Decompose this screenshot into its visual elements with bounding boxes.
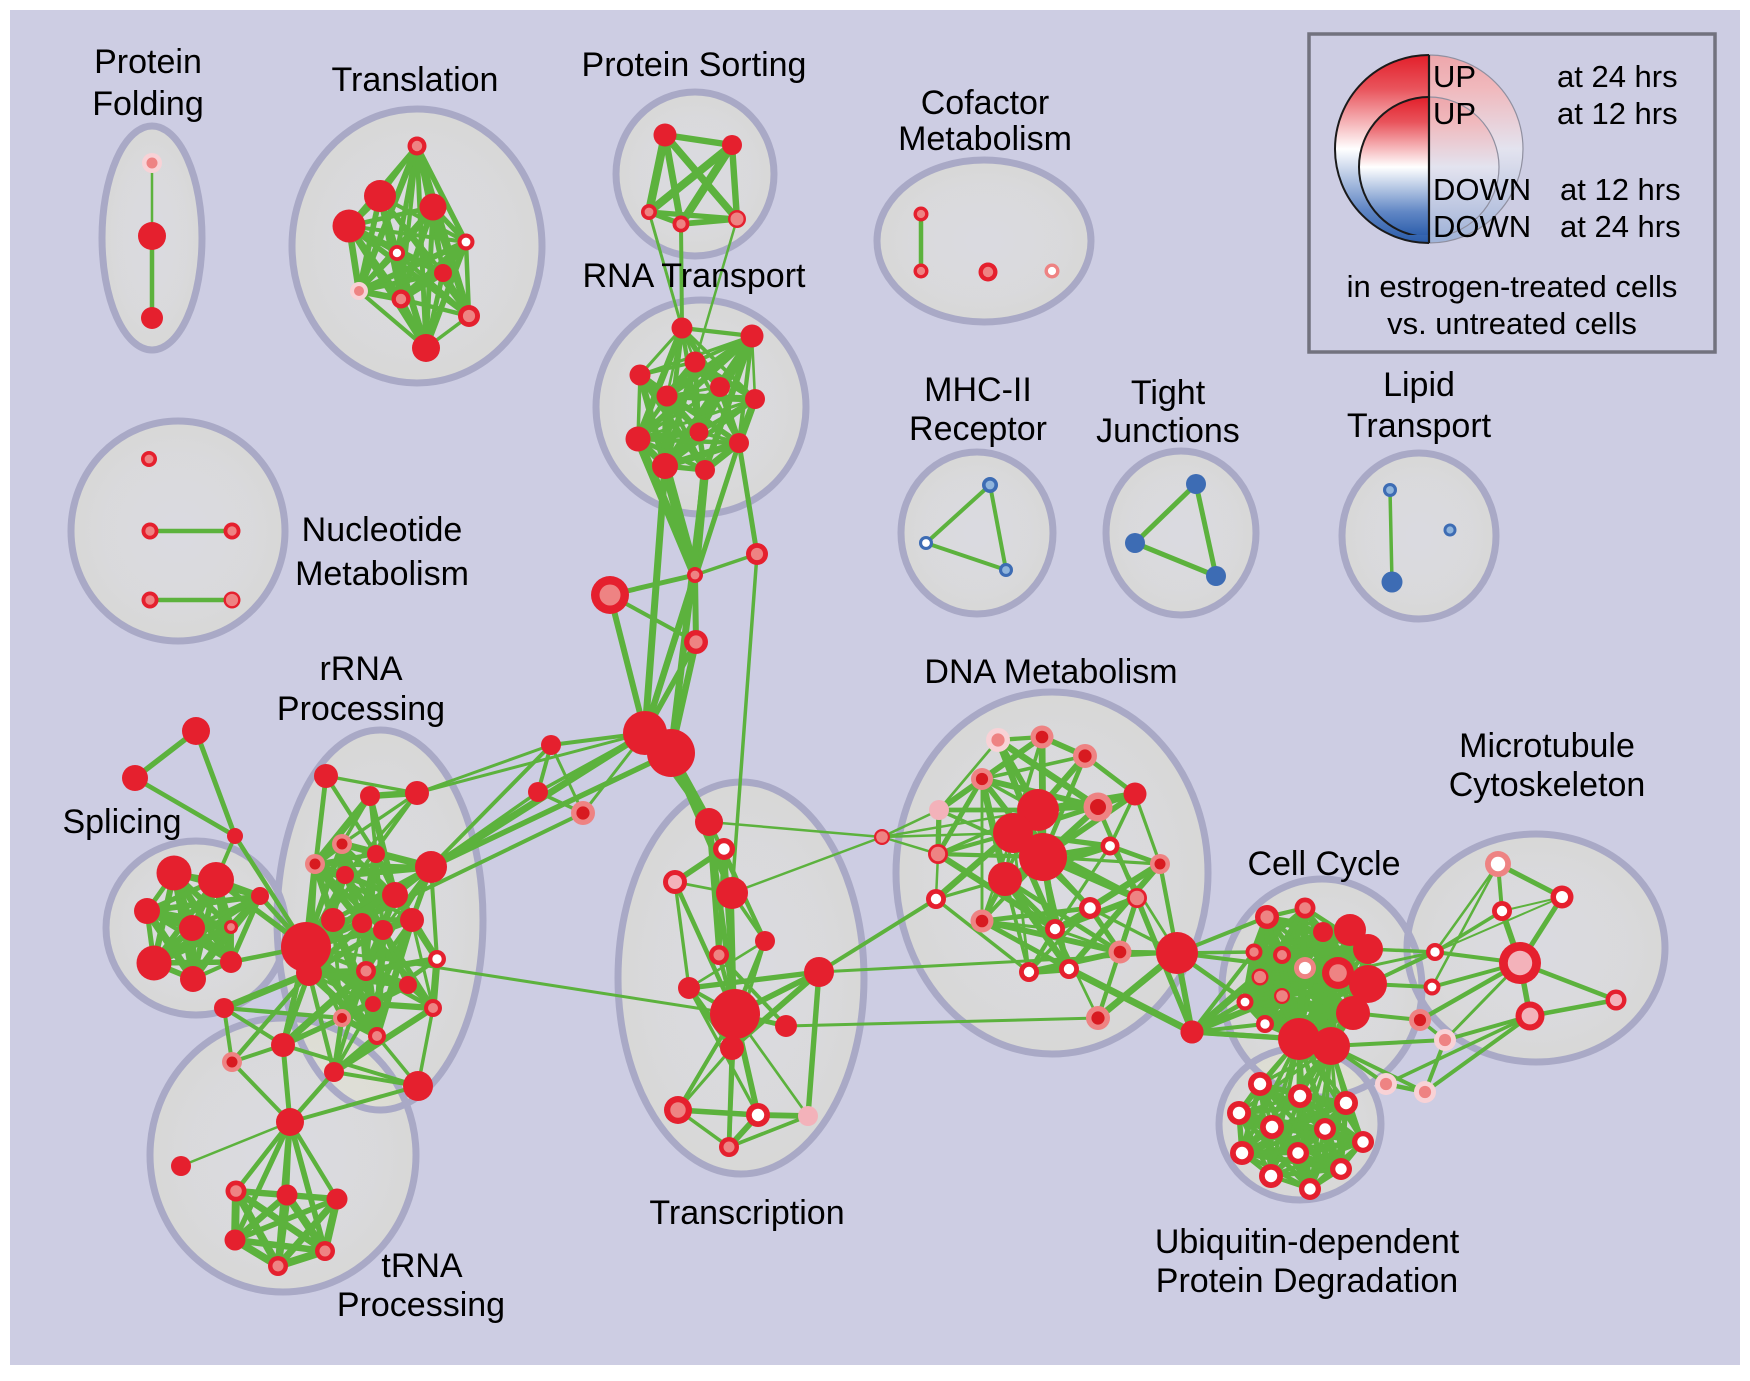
svg-text:Receptor: Receptor: [909, 410, 1047, 448]
svg-text:Transcription: Transcription: [649, 1194, 844, 1232]
svg-text:tRNA: tRNA: [381, 1247, 463, 1285]
svg-text:Protein Degradation: Protein Degradation: [1156, 1262, 1458, 1300]
svg-text:DOWN: DOWN: [1433, 209, 1531, 244]
svg-text:UP: UP: [1433, 96, 1476, 131]
svg-text:Microtubule: Microtubule: [1459, 727, 1635, 765]
svg-text:Cofactor: Cofactor: [921, 84, 1050, 122]
svg-text:Metabolism: Metabolism: [898, 120, 1072, 158]
svg-text:Translation: Translation: [332, 61, 499, 99]
svg-text:Protein Sorting: Protein Sorting: [582, 46, 807, 84]
svg-text:Splicing: Splicing: [62, 803, 181, 841]
svg-text:Protein: Protein: [94, 43, 202, 81]
svg-text:DNA Metabolism: DNA Metabolism: [924, 653, 1177, 691]
svg-text:Folding: Folding: [92, 85, 204, 123]
svg-text:at 12 hrs: at 12 hrs: [1557, 96, 1678, 131]
svg-text:at 24 hrs: at 24 hrs: [1560, 209, 1681, 244]
svg-text:Transport: Transport: [1347, 407, 1492, 445]
svg-text:Processing: Processing: [337, 1286, 505, 1324]
svg-text:Nucleotide: Nucleotide: [302, 511, 463, 549]
svg-text:at 24 hrs: at 24 hrs: [1557, 59, 1678, 94]
svg-text:Lipid: Lipid: [1383, 366, 1455, 404]
svg-text:in estrogen-treated cells: in estrogen-treated cells: [1347, 269, 1678, 304]
svg-text:Ubiquitin-dependent: Ubiquitin-dependent: [1155, 1223, 1460, 1261]
svg-text:Tight: Tight: [1131, 374, 1206, 412]
svg-text:Cytoskeleton: Cytoskeleton: [1449, 766, 1646, 804]
svg-text:UP: UP: [1433, 59, 1476, 94]
svg-text:Cell Cycle: Cell Cycle: [1247, 845, 1400, 883]
svg-text:Processing: Processing: [277, 690, 445, 728]
svg-text:MHC-II: MHC-II: [924, 371, 1032, 409]
svg-text:Junctions: Junctions: [1096, 412, 1240, 450]
svg-text:vs. untreated cells: vs. untreated cells: [1387, 306, 1637, 341]
svg-text:RNA Transport: RNA Transport: [583, 257, 807, 295]
svg-text:rRNA: rRNA: [319, 650, 402, 688]
svg-text:DOWN: DOWN: [1433, 172, 1531, 207]
svg-text:at 12 hrs: at 12 hrs: [1560, 172, 1681, 207]
svg-text:Metabolism: Metabolism: [295, 555, 469, 593]
